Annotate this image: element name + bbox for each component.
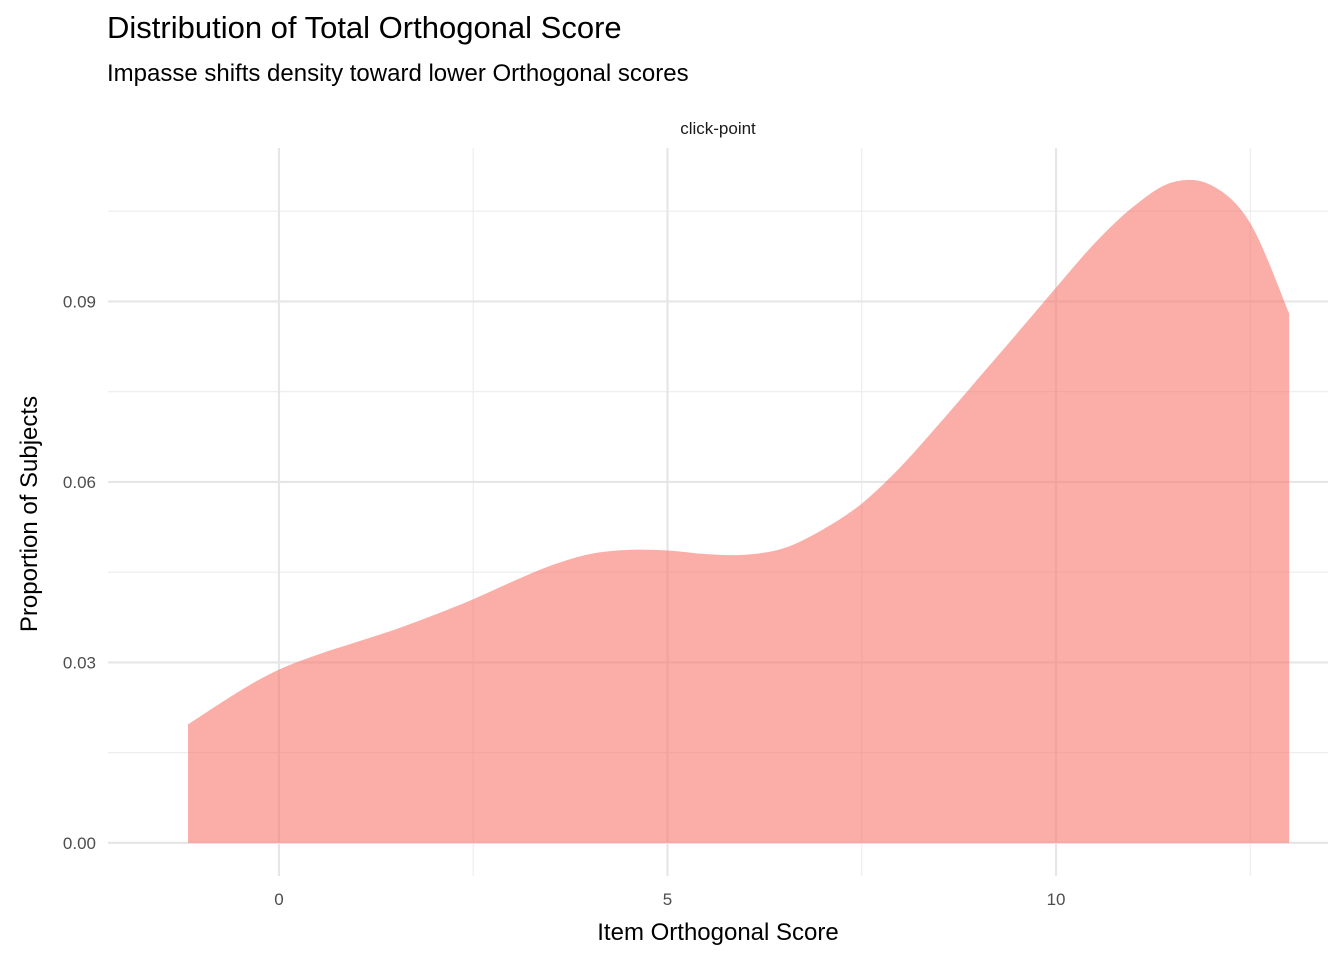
chart-subtitle: Impasse shifts density toward lower Orth… (107, 60, 689, 87)
y-tick-label: 0.09 (63, 292, 96, 311)
y-tick-label: 0.03 (63, 653, 96, 672)
density-area (188, 179, 1290, 843)
y-axis-tick-labels: 0.00 0.03 0.06 0.09 (63, 292, 96, 852)
x-axis-tick-labels: 0 5 10 (274, 890, 1065, 909)
x-tick-label: 0 (274, 890, 283, 909)
x-axis-title: Item Orthogonal Score (597, 919, 838, 946)
chart-title: Distribution of Total Orthogonal Score (107, 10, 622, 45)
y-tick-label: 0.06 (63, 473, 96, 492)
facet-strip-label: click-point (680, 119, 756, 138)
y-axis-title: Proportion of Subjects (16, 396, 43, 632)
x-tick-label: 5 (663, 890, 672, 909)
y-tick-label: 0.00 (63, 834, 96, 853)
x-tick-label: 10 (1047, 890, 1066, 909)
